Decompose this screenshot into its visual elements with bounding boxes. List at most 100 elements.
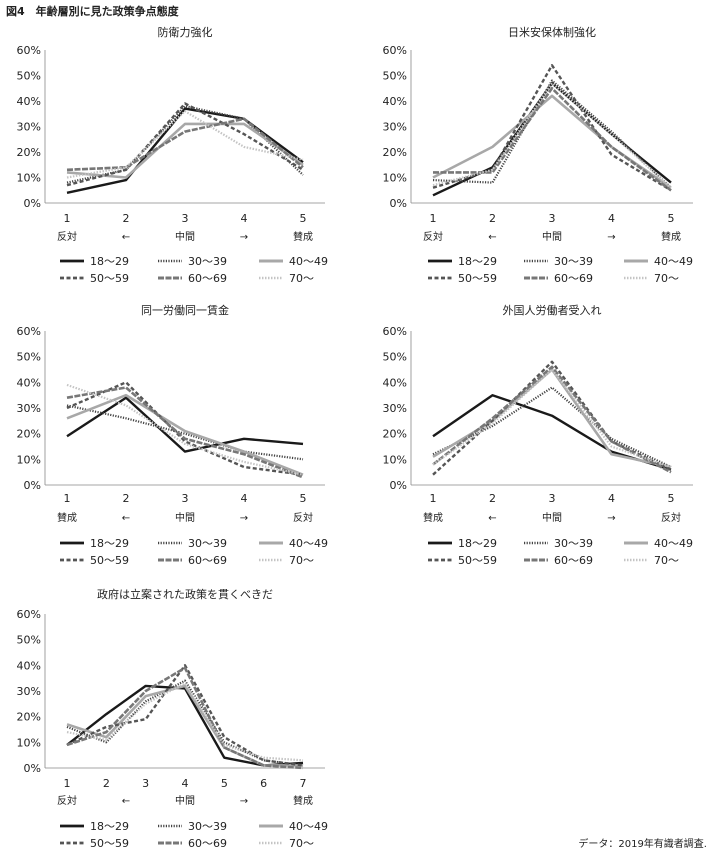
x-anchor-label: 反対 <box>293 511 313 524</box>
legend-label: 40〜49 <box>289 820 328 833</box>
y-tick-label: 0% <box>390 197 407 210</box>
x-anchor-label: ← <box>488 232 496 243</box>
y-tick-label: 30% <box>17 402 41 415</box>
figure-title: 図4 年齢層別に見た政策争点態度 <box>6 5 179 18</box>
chart-5: 政府は立案された政策を貫くべきだ 0% 10% 20% 30% 40% 50% 60% 1 2 3 4… <box>17 587 328 850</box>
series-line-50〜59 <box>432 360 672 476</box>
x-tick-label: 2 <box>123 492 130 505</box>
x-tick-label: 3 <box>182 492 189 505</box>
x-tick-label: 6 <box>260 777 267 790</box>
legend-label: 18〜29 <box>90 537 129 550</box>
legend-label: 60〜69 <box>554 272 593 285</box>
legend-label: 50〜59 <box>458 554 497 567</box>
x-anchor-label: 中間 <box>175 230 195 243</box>
x-anchor-label: ← <box>122 796 130 807</box>
legend-label: 50〜59 <box>458 272 497 285</box>
chart-title: 同一労働同一賃金 <box>141 303 229 317</box>
chart-title: 日米安保体制強化 <box>508 25 596 39</box>
x-anchor-label: → <box>607 513 615 524</box>
legend-label: 50〜59 <box>90 837 129 850</box>
series-line-70〜 <box>66 682 304 762</box>
x-anchor-label: → <box>607 232 615 243</box>
legend-label: 60〜69 <box>188 272 227 285</box>
series-line-30〜39 <box>66 404 304 461</box>
x-anchor-label: → <box>240 513 248 524</box>
y-tick-label: 20% <box>17 711 41 724</box>
y-tick-label: 10% <box>17 172 41 185</box>
x-tick-label: 1 <box>430 212 437 225</box>
chart-4: 外国人労働者受入れ 0% 10% 20% 30% 40% 50% 60% 1 2 3 4 5 賛成 ← 中間 →… <box>383 303 693 567</box>
y-tick-label: 40% <box>17 376 41 389</box>
series-line-18〜29 <box>66 396 304 453</box>
legend-label: 30〜39 <box>554 537 593 550</box>
footer-note: データ：2019年有識者調査. <box>578 839 707 850</box>
x-tick-label: 1 <box>430 492 437 505</box>
y-tick-label: 50% <box>383 70 407 83</box>
y-tick-label: 10% <box>383 172 407 185</box>
x-anchor-label: 賛成 <box>293 794 313 807</box>
y-tick-label: 20% <box>17 146 41 159</box>
legend-label: 50〜59 <box>90 272 129 285</box>
y-tick-label: 60% <box>383 325 407 338</box>
x-anchor-label: ← <box>122 513 130 524</box>
legend-label: 18〜29 <box>90 255 129 268</box>
y-tick-label: 60% <box>17 44 41 57</box>
y-tick-label: 10% <box>17 736 41 749</box>
series-line-18〜29 <box>432 81 672 197</box>
x-anchor-label: 反対 <box>423 230 443 243</box>
x-tick-label: 4 <box>182 777 189 790</box>
series-line-30〜39 <box>66 104 304 184</box>
series-line-70〜 <box>66 110 304 179</box>
series-line-30〜39 <box>432 79 672 189</box>
legend-label: 70〜 <box>289 272 314 285</box>
y-tick-label: 40% <box>17 95 41 108</box>
y-tick-label: 10% <box>17 453 41 466</box>
series-line-40〜49 <box>66 684 303 767</box>
series-line-30〜39 <box>66 679 304 767</box>
series-line-40〜49 <box>66 393 304 476</box>
series-line-60〜69 <box>66 386 304 479</box>
x-tick-label: 3 <box>549 212 556 225</box>
y-tick-label: 60% <box>383 44 407 57</box>
y-tick-label: 10% <box>383 453 407 466</box>
y-tick-label: 60% <box>17 325 41 338</box>
x-anchor-label: → <box>240 232 248 243</box>
x-anchor-label: 賛成 <box>423 511 443 524</box>
legend-label: 30〜39 <box>554 255 593 268</box>
x-anchor-label: 中間 <box>175 794 195 807</box>
series-line-50〜59 <box>432 64 672 192</box>
x-tick-label: 7 <box>300 777 307 790</box>
x-tick-label: 2 <box>489 212 496 225</box>
y-tick-label: 20% <box>17 428 41 441</box>
x-anchor-label: 中間 <box>175 511 195 524</box>
y-tick-label: 60% <box>17 608 41 621</box>
y-tick-label: 50% <box>17 351 41 364</box>
x-tick-label: 4 <box>608 212 615 225</box>
x-tick-label: 5 <box>300 492 307 505</box>
y-tick-label: 0% <box>24 197 41 210</box>
x-tick-label: 2 <box>103 777 110 790</box>
legend-label: 40〜49 <box>289 537 328 550</box>
legend-label: 60〜69 <box>188 837 227 850</box>
legend-label: 18〜29 <box>458 255 497 268</box>
series-line-50〜59 <box>66 664 304 767</box>
y-tick-label: 50% <box>17 634 41 647</box>
y-tick-label: 0% <box>24 479 41 492</box>
x-tick-label: 3 <box>142 777 149 790</box>
series-line-60〜69 <box>432 365 672 474</box>
x-anchor-label: 反対 <box>57 230 77 243</box>
y-tick-label: 50% <box>17 70 41 83</box>
legend-label: 60〜69 <box>554 554 593 567</box>
legend-label: 70〜 <box>289 837 314 850</box>
x-tick-label: 2 <box>123 212 130 225</box>
y-tick-label: 30% <box>17 121 41 134</box>
series-line-60〜69 <box>66 666 304 770</box>
x-tick-label: 5 <box>668 212 675 225</box>
y-tick-label: 40% <box>17 659 41 672</box>
x-tick-label: 1 <box>64 212 71 225</box>
chart-1: 防衛力強化 0% 10% 20% 30% 40% 50% 60% 1 2 3 4 5 反対 ← 中間 → 賛成 18… <box>17 25 328 285</box>
y-tick-label: 20% <box>383 146 407 159</box>
series-line-60〜69 <box>433 87 672 192</box>
legend-label: 18〜29 <box>458 537 497 550</box>
legend-label: 60〜69 <box>188 554 227 567</box>
